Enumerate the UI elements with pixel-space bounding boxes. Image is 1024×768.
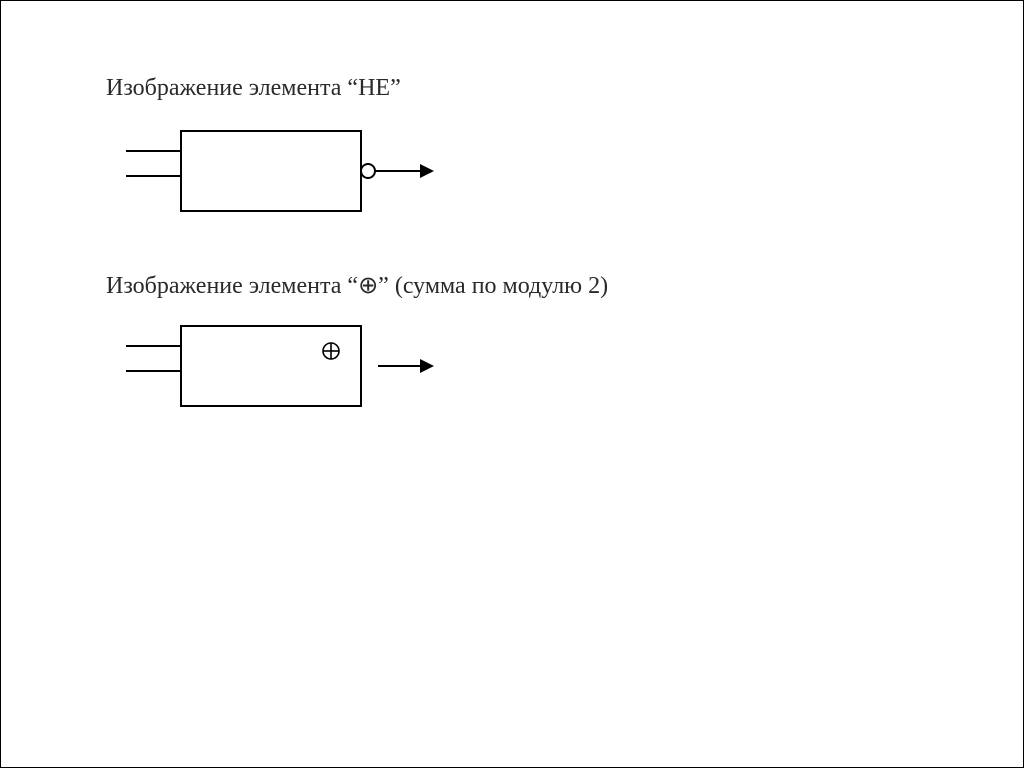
caption-prefix: Изображение элемента “ bbox=[106, 273, 358, 299]
caption-xor-gate: Изображение элемента “⊕” (сумма по модул… bbox=[106, 271, 608, 300]
caption-prefix: Изображение элемента “ bbox=[106, 75, 358, 101]
diagram-not-gate bbox=[106, 121, 446, 221]
xor-gate-svg bbox=[106, 316, 446, 416]
gate-body bbox=[181, 326, 361, 406]
caption-not-gate: Изображение элемента “НЕ” bbox=[106, 75, 401, 102]
arrowhead-icon bbox=[420, 359, 434, 373]
caption-suffix: ” bbox=[390, 75, 401, 101]
caption-label: НЕ bbox=[358, 75, 390, 101]
caption-label: ⊕ bbox=[358, 273, 378, 299]
diagram-xor-gate bbox=[106, 316, 446, 416]
oplus-icon bbox=[323, 343, 339, 359]
arrowhead-icon bbox=[420, 164, 434, 178]
caption-suffix: ” (сумма по модулю 2) bbox=[378, 273, 608, 299]
gate-body bbox=[181, 131, 361, 211]
inversion-bubble-icon bbox=[361, 164, 375, 178]
not-gate-svg bbox=[106, 121, 446, 221]
